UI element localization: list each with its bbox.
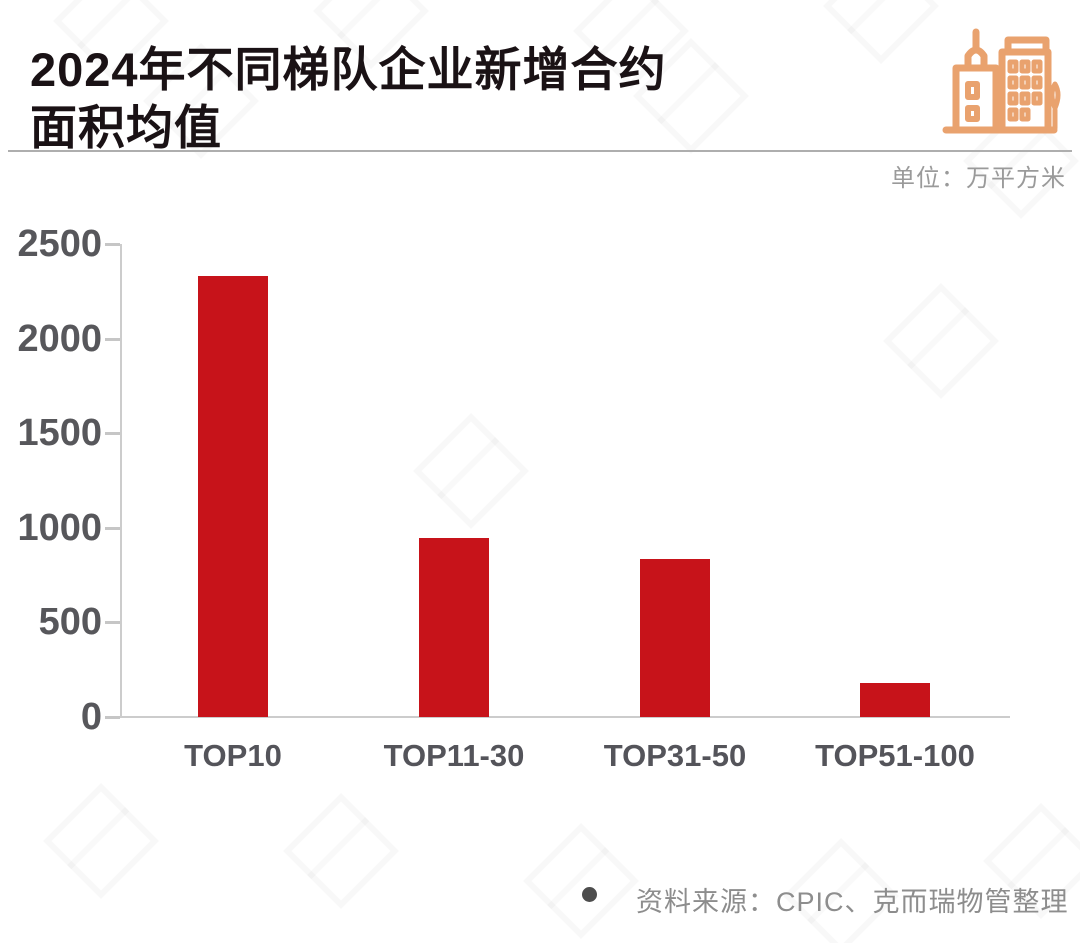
bar	[419, 538, 489, 717]
unit-label: 单位：万平方米	[891, 165, 1066, 192]
y-tick-mark	[105, 621, 120, 625]
page-title-line2: 面积均值	[30, 101, 222, 155]
x-category-label: TOP51-100	[815, 738, 975, 773]
y-tick-label: 1500	[17, 412, 102, 455]
watermark-mark	[883, 283, 999, 399]
source-text: 资料来源：CPIC、克而瑞物管整理	[636, 887, 1069, 917]
y-tick-mark	[105, 337, 120, 341]
x-category-label: TOP31-50	[603, 738, 747, 773]
page-title: 2024年不同梯队企业新增合约 面积均值	[30, 41, 667, 157]
watermark-mark	[523, 823, 639, 939]
buildings-icon	[938, 16, 1062, 145]
y-tick-label: 500	[38, 601, 102, 644]
y-tick-mark	[105, 716, 120, 719]
y-axis-line	[120, 244, 122, 717]
y-tick-label: 2000	[17, 317, 102, 360]
bar	[860, 683, 930, 717]
watermark-mark	[413, 413, 529, 529]
y-tick-mark	[105, 432, 120, 436]
watermark-mark	[823, 0, 939, 64]
bar	[198, 276, 268, 717]
source-bullet-icon	[582, 887, 597, 902]
y-tick-label: 2500	[17, 223, 102, 265]
x-category-label: TOP11-30	[383, 738, 525, 773]
y-tick-mark	[105, 243, 120, 246]
watermark-mark	[43, 783, 159, 899]
bar	[640, 559, 710, 717]
y-tick-mark	[105, 526, 120, 530]
y-tick-label: 0	[80, 696, 102, 738]
watermark-mark	[283, 793, 399, 909]
x-category-label: TOP10	[184, 738, 282, 773]
page-title-line1: 2024年不同梯队企业新增合约	[30, 43, 667, 97]
x-axis-line	[120, 716, 1010, 718]
header-divider	[8, 150, 1072, 152]
y-tick-label: 1000	[17, 506, 102, 549]
